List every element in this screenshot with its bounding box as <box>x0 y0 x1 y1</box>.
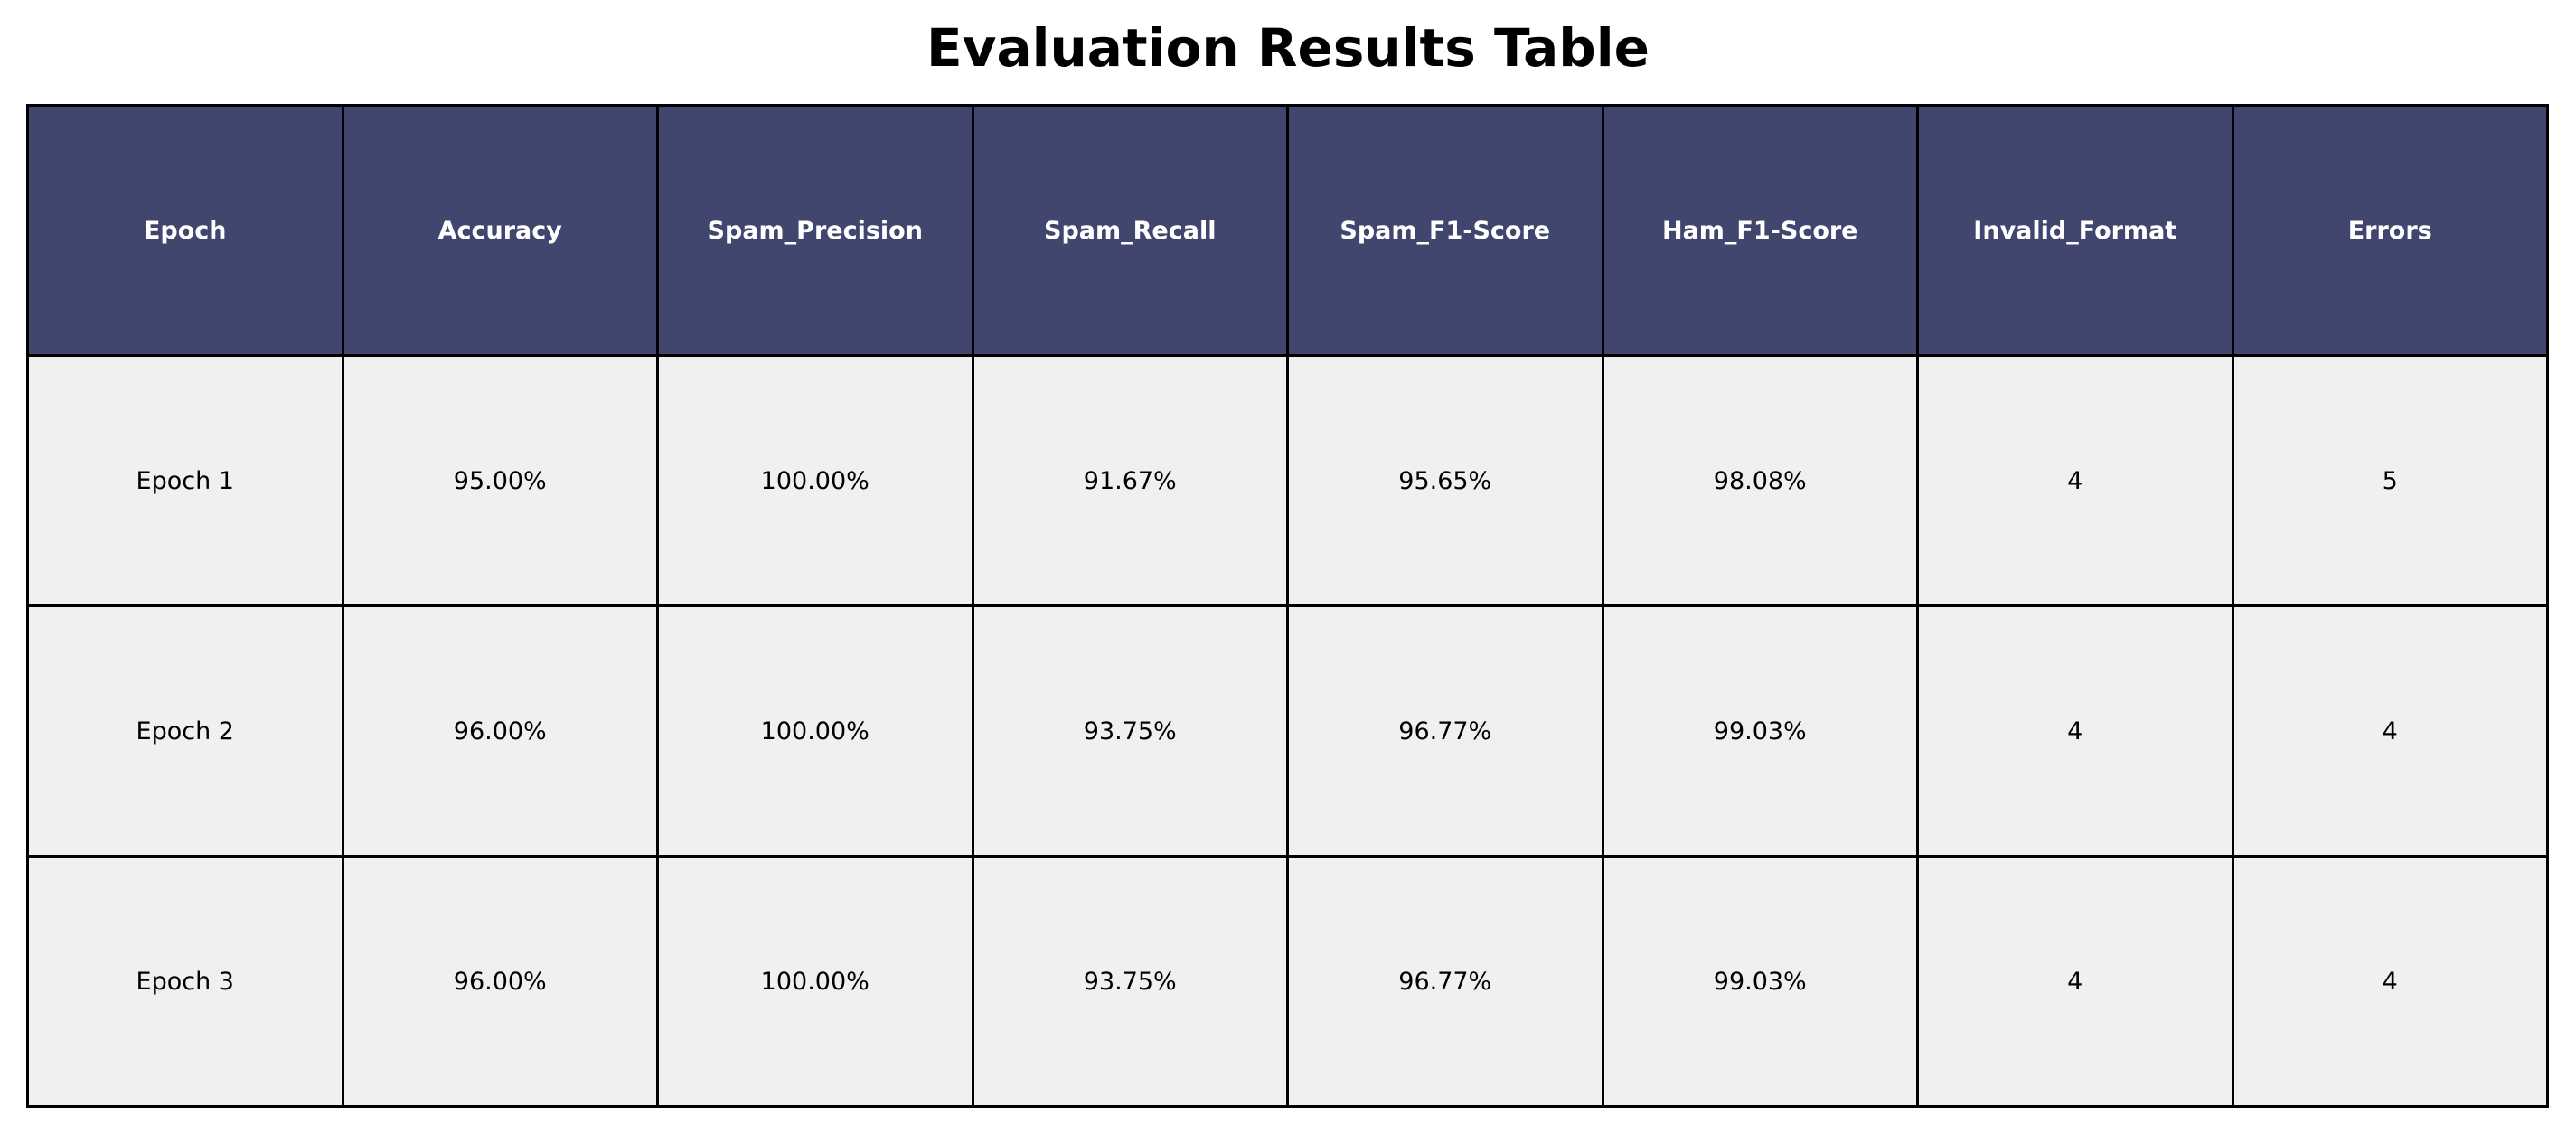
header-invalid-format: Invalid_Format <box>1916 104 2234 357</box>
header-epoch: Epoch <box>26 104 344 357</box>
cell-accuracy: 96.00% <box>341 604 659 858</box>
cell-spam-f1-score: 96.77% <box>1286 604 1604 858</box>
cell-epoch: Epoch 2 <box>26 604 344 858</box>
cell-spam-precision: 100.00% <box>656 604 974 858</box>
cell-ham-f1-score: 98.08% <box>1601 354 1919 607</box>
header-errors: Errors <box>2231 104 2549 357</box>
header-spam-recall: Spam_Recall <box>971 104 1289 357</box>
chart-title: Evaluation Results Table <box>926 17 1650 79</box>
cell-ham-f1-score: 99.03% <box>1601 855 1919 1108</box>
cell-spam-precision: 100.00% <box>656 354 974 607</box>
cell-invalid-format: 4 <box>1916 354 2234 607</box>
header-accuracy: Accuracy <box>341 104 659 357</box>
header-spam-f1-score: Spam_F1-Score <box>1286 104 1604 357</box>
table-row: Epoch 2 96.00% 100.00% 93.75% 96.77% 99.… <box>26 604 2549 858</box>
table-header-row: Epoch Accuracy Spam_Precision Spam_Recal… <box>26 104 2549 357</box>
cell-invalid-format: 4 <box>1916 604 2234 858</box>
cell-spam-f1-score: 95.65% <box>1286 354 1604 607</box>
cell-epoch: Epoch 3 <box>26 855 344 1108</box>
cell-epoch: Epoch 1 <box>26 354 344 607</box>
cell-errors: 4 <box>2231 604 2549 858</box>
cell-spam-recall: 93.75% <box>971 604 1289 858</box>
cell-ham-f1-score: 99.03% <box>1601 604 1919 858</box>
cell-errors: 5 <box>2231 354 2549 607</box>
table-row: Epoch 3 96.00% 100.00% 93.75% 96.77% 99.… <box>26 855 2549 1108</box>
cell-spam-recall: 93.75% <box>971 855 1289 1108</box>
cell-spam-precision: 100.00% <box>656 855 974 1108</box>
cell-invalid-format: 4 <box>1916 855 2234 1108</box>
cell-accuracy: 96.00% <box>341 855 659 1108</box>
header-ham-f1-score: Ham_F1-Score <box>1601 104 1919 357</box>
header-spam-precision: Spam_Precision <box>656 104 974 357</box>
results-table: Epoch Accuracy Spam_Precision Spam_Recal… <box>26 104 2549 1108</box>
cell-spam-f1-score: 96.77% <box>1286 855 1604 1108</box>
cell-accuracy: 95.00% <box>341 354 659 607</box>
table-row: Epoch 1 95.00% 100.00% 91.67% 95.65% 98.… <box>26 354 2549 607</box>
cell-errors: 4 <box>2231 855 2549 1108</box>
cell-spam-recall: 91.67% <box>971 354 1289 607</box>
